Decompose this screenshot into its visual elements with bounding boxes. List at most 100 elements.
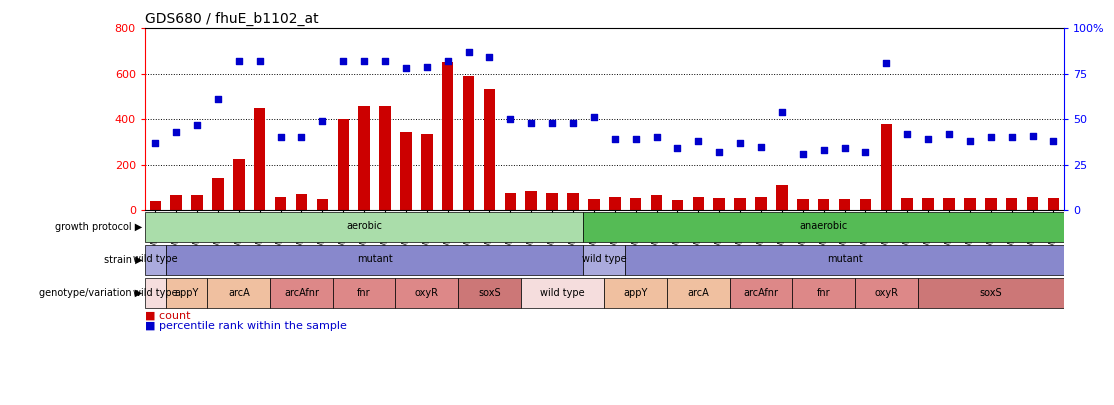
- Text: ■ percentile rank within the sample: ■ percentile rank within the sample: [145, 321, 346, 331]
- Text: wild type: wild type: [133, 288, 177, 298]
- Bar: [584, 245, 625, 275]
- Point: [272, 134, 290, 141]
- Bar: [359, 106, 370, 210]
- Text: wild type: wild type: [133, 254, 177, 264]
- Bar: [145, 278, 166, 308]
- Bar: [856, 278, 918, 308]
- Bar: [797, 199, 809, 210]
- Bar: [730, 278, 792, 308]
- Point: [188, 122, 206, 128]
- Text: appY: appY: [624, 288, 648, 298]
- Bar: [792, 278, 856, 308]
- Point: [857, 149, 874, 155]
- Text: soxS: soxS: [478, 288, 501, 298]
- Bar: [207, 278, 270, 308]
- Bar: [526, 191, 537, 210]
- Point: [690, 138, 707, 144]
- Point: [460, 49, 478, 55]
- Point: [334, 58, 352, 64]
- Bar: [1047, 198, 1059, 210]
- Point: [606, 136, 624, 143]
- Point: [752, 143, 770, 150]
- Bar: [609, 196, 620, 210]
- Point: [397, 65, 414, 72]
- Point: [377, 58, 394, 64]
- Bar: [316, 199, 329, 210]
- Point: [167, 129, 185, 135]
- Text: genotype/variation ▶: genotype/variation ▶: [39, 288, 143, 298]
- Bar: [254, 108, 265, 210]
- Text: growth protocol ▶: growth protocol ▶: [56, 222, 143, 232]
- Text: wild type: wild type: [540, 288, 585, 298]
- Bar: [149, 201, 162, 210]
- Text: ■ count: ■ count: [145, 311, 190, 321]
- Point: [940, 130, 958, 137]
- Text: strain ▶: strain ▶: [104, 255, 143, 265]
- Bar: [395, 278, 458, 308]
- Bar: [379, 106, 391, 210]
- Bar: [567, 193, 579, 210]
- Point: [794, 151, 812, 157]
- Text: arcAfnr: arcAfnr: [284, 288, 319, 298]
- Bar: [333, 278, 395, 308]
- Bar: [212, 178, 224, 210]
- Point: [836, 145, 853, 151]
- Bar: [944, 198, 955, 210]
- Text: GDS680 / fhuE_b1102_at: GDS680 / fhuE_b1102_at: [145, 12, 319, 26]
- Bar: [734, 198, 746, 210]
- Bar: [776, 185, 788, 210]
- Bar: [295, 194, 307, 210]
- Text: soxS: soxS: [979, 288, 1003, 298]
- Bar: [520, 278, 604, 308]
- Text: aerobic: aerobic: [346, 221, 382, 231]
- Bar: [166, 278, 207, 308]
- Point: [898, 130, 916, 137]
- Bar: [605, 278, 667, 308]
- Text: appY: appY: [175, 288, 198, 298]
- Bar: [483, 89, 496, 210]
- Bar: [964, 198, 976, 210]
- Point: [522, 119, 540, 126]
- Bar: [860, 199, 871, 210]
- Point: [814, 147, 832, 153]
- Text: fnr: fnr: [817, 288, 830, 298]
- Bar: [672, 200, 683, 210]
- Point: [731, 140, 749, 146]
- Bar: [755, 196, 766, 210]
- Bar: [166, 245, 584, 275]
- Bar: [839, 199, 850, 210]
- Point: [711, 149, 729, 155]
- Bar: [667, 278, 730, 308]
- Text: oxyR: oxyR: [414, 288, 439, 298]
- Text: mutant: mutant: [827, 254, 862, 264]
- Bar: [233, 159, 245, 210]
- Point: [209, 96, 227, 102]
- Bar: [625, 245, 1064, 275]
- Point: [293, 134, 311, 141]
- Text: arcA: arcA: [687, 288, 710, 298]
- Point: [668, 145, 686, 151]
- Bar: [338, 119, 349, 210]
- Bar: [275, 196, 286, 210]
- Bar: [1006, 198, 1017, 210]
- Bar: [400, 132, 412, 210]
- Point: [1003, 134, 1020, 141]
- Point: [355, 58, 373, 64]
- Bar: [818, 199, 830, 210]
- Bar: [713, 198, 725, 210]
- Point: [480, 54, 498, 61]
- Text: fnr: fnr: [358, 288, 371, 298]
- Text: mutant: mutant: [356, 254, 392, 264]
- Bar: [270, 278, 333, 308]
- Bar: [458, 278, 520, 308]
- Bar: [1027, 196, 1038, 210]
- Point: [1024, 132, 1042, 139]
- Bar: [651, 196, 663, 210]
- Point: [564, 119, 582, 126]
- Text: wild type: wild type: [582, 254, 627, 264]
- Point: [981, 134, 999, 141]
- Bar: [922, 198, 934, 210]
- Point: [418, 63, 436, 70]
- Point: [544, 119, 561, 126]
- Point: [146, 140, 164, 146]
